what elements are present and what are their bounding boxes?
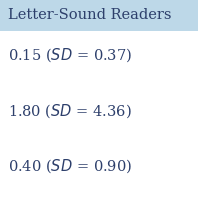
Text: 0.15 ($\mathit{SD}$ = 0.37): 0.15 ($\mathit{SD}$ = 0.37) <box>8 47 132 64</box>
Text: 1.80 ($\mathit{SD}$ = 4.36): 1.80 ($\mathit{SD}$ = 4.36) <box>8 102 132 120</box>
Text: Letter-Sound Readers: Letter-Sound Readers <box>8 8 171 22</box>
FancyBboxPatch shape <box>0 0 198 31</box>
Text: 0.40 ($\mathit{SD}$ = 0.90): 0.40 ($\mathit{SD}$ = 0.90) <box>8 157 132 175</box>
